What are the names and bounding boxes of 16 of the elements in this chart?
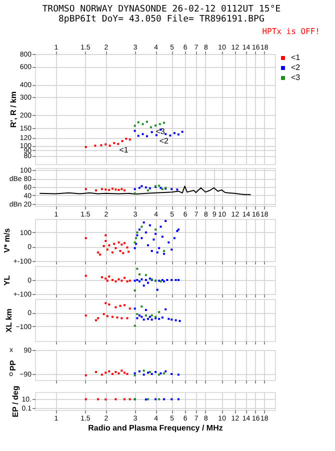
y-axis-title: YL <box>2 275 12 286</box>
y-axis-title: EP / deg <box>10 386 20 418</box>
x-axis-title: Radio and Plasma Frequency / MHz <box>88 424 223 432</box>
y-axis-title: PP <box>8 360 18 371</box>
y-axis-title: V* m/s <box>2 228 12 253</box>
y-axis-title: R', R / km <box>8 91 18 128</box>
annotation: <3 <box>156 126 166 136</box>
y-axis-title: XL km <box>4 308 14 332</box>
annotation: <2 <box>159 136 170 146</box>
text: HPTx is OFF! <box>262 27 320 36</box>
legend-label: <1 <box>291 53 301 62</box>
chart-title: TROMSO NORWAY DYNASONDE 26-02-12 0112UT 15°E <box>42 4 281 14</box>
annotation: <1 <box>119 146 129 155</box>
legend-label: <3 <box>291 73 301 82</box>
chart-subtitle: 8pBP6It DoY= 43.050 File= TR896191.BPG <box>58 14 264 24</box>
legend-label: <2 <box>291 63 301 72</box>
